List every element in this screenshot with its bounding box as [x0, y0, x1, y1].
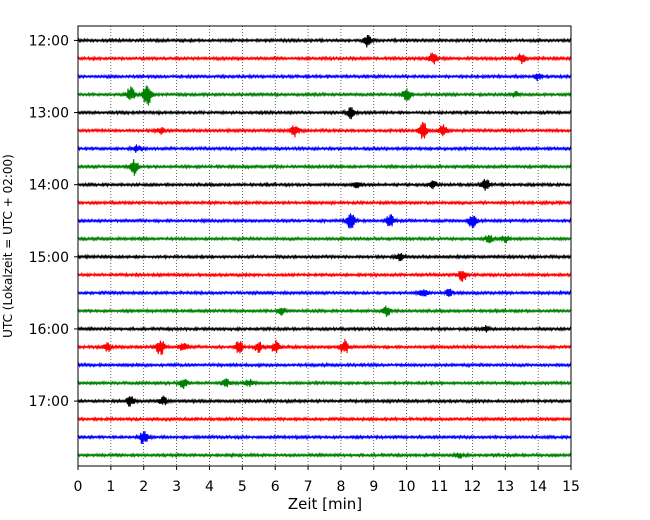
- x-tick-label: 8: [336, 479, 345, 495]
- trace-1415: [77, 199, 572, 207]
- y-tick-label: 13:00: [29, 106, 69, 122]
- x-tick-label: 4: [205, 479, 214, 495]
- trace-1745: [77, 451, 572, 459]
- trace-1445: [77, 235, 572, 244]
- x-tick-label: 12: [463, 479, 481, 495]
- trace-1330: [77, 144, 572, 153]
- y-tick-label: 12:00: [29, 33, 69, 49]
- x-tick-label: 6: [271, 479, 280, 495]
- trace-1645: [77, 378, 572, 390]
- trace-1545: [77, 305, 572, 317]
- trace-1530: [77, 288, 572, 297]
- y-tick-label: 15:00: [29, 250, 69, 266]
- seismic-traces: [77, 34, 572, 459]
- trace-1230: [77, 73, 572, 82]
- x-axis-label: Zeit [min]: [288, 495, 362, 513]
- trace-1315: [77, 122, 572, 139]
- y-tick-label: 16:00: [29, 322, 69, 338]
- y-axis-label: UTC (Lokalzeit = UTC + 02:00): [1, 154, 15, 338]
- trace-1630: [77, 361, 572, 369]
- x-tick-label: 14: [529, 479, 547, 495]
- trace-1600: [77, 325, 572, 333]
- y-tick-label: 14:00: [29, 178, 69, 194]
- y-axis-ticks: 12:00 13:00 14:00 15:00 16:00 17:00: [29, 33, 78, 410]
- trace-1430: [77, 213, 572, 229]
- trace-1400: [77, 178, 572, 191]
- trace-1700: [77, 395, 572, 407]
- x-tick-label: 1: [106, 479, 115, 495]
- x-axis-ticks: 0 1 2 3 4 5 6 7 8 9 10 11 12 13 14 15: [74, 466, 580, 495]
- trace-1200: [77, 34, 572, 48]
- trace-1500: [77, 252, 572, 262]
- x-tick-label: 13: [496, 479, 514, 495]
- x-tick-label: 5: [238, 479, 247, 495]
- trace-1515: [77, 271, 572, 282]
- x-tick-label: 7: [304, 479, 313, 495]
- x-tick-label: 11: [431, 479, 449, 495]
- plot-frame: [77, 25, 572, 467]
- x-tick-label: 15: [562, 479, 580, 495]
- x-tick-label: 3: [172, 479, 181, 495]
- trace-1245: [77, 85, 572, 106]
- x-tick-label: 10: [398, 479, 416, 495]
- trace-1715: [77, 415, 572, 423]
- x-tick-label: 2: [139, 479, 148, 495]
- trace-1300: [77, 107, 572, 120]
- x-grid: [110, 26, 539, 466]
- y-tick-label: 17:00: [29, 394, 69, 410]
- trace-1615: [77, 339, 572, 356]
- trace-1215: [77, 52, 572, 65]
- x-tick-label: 9: [369, 479, 378, 495]
- trace-1730: [77, 430, 572, 444]
- trace-1345: [77, 159, 572, 176]
- x-tick-label: 0: [74, 479, 83, 495]
